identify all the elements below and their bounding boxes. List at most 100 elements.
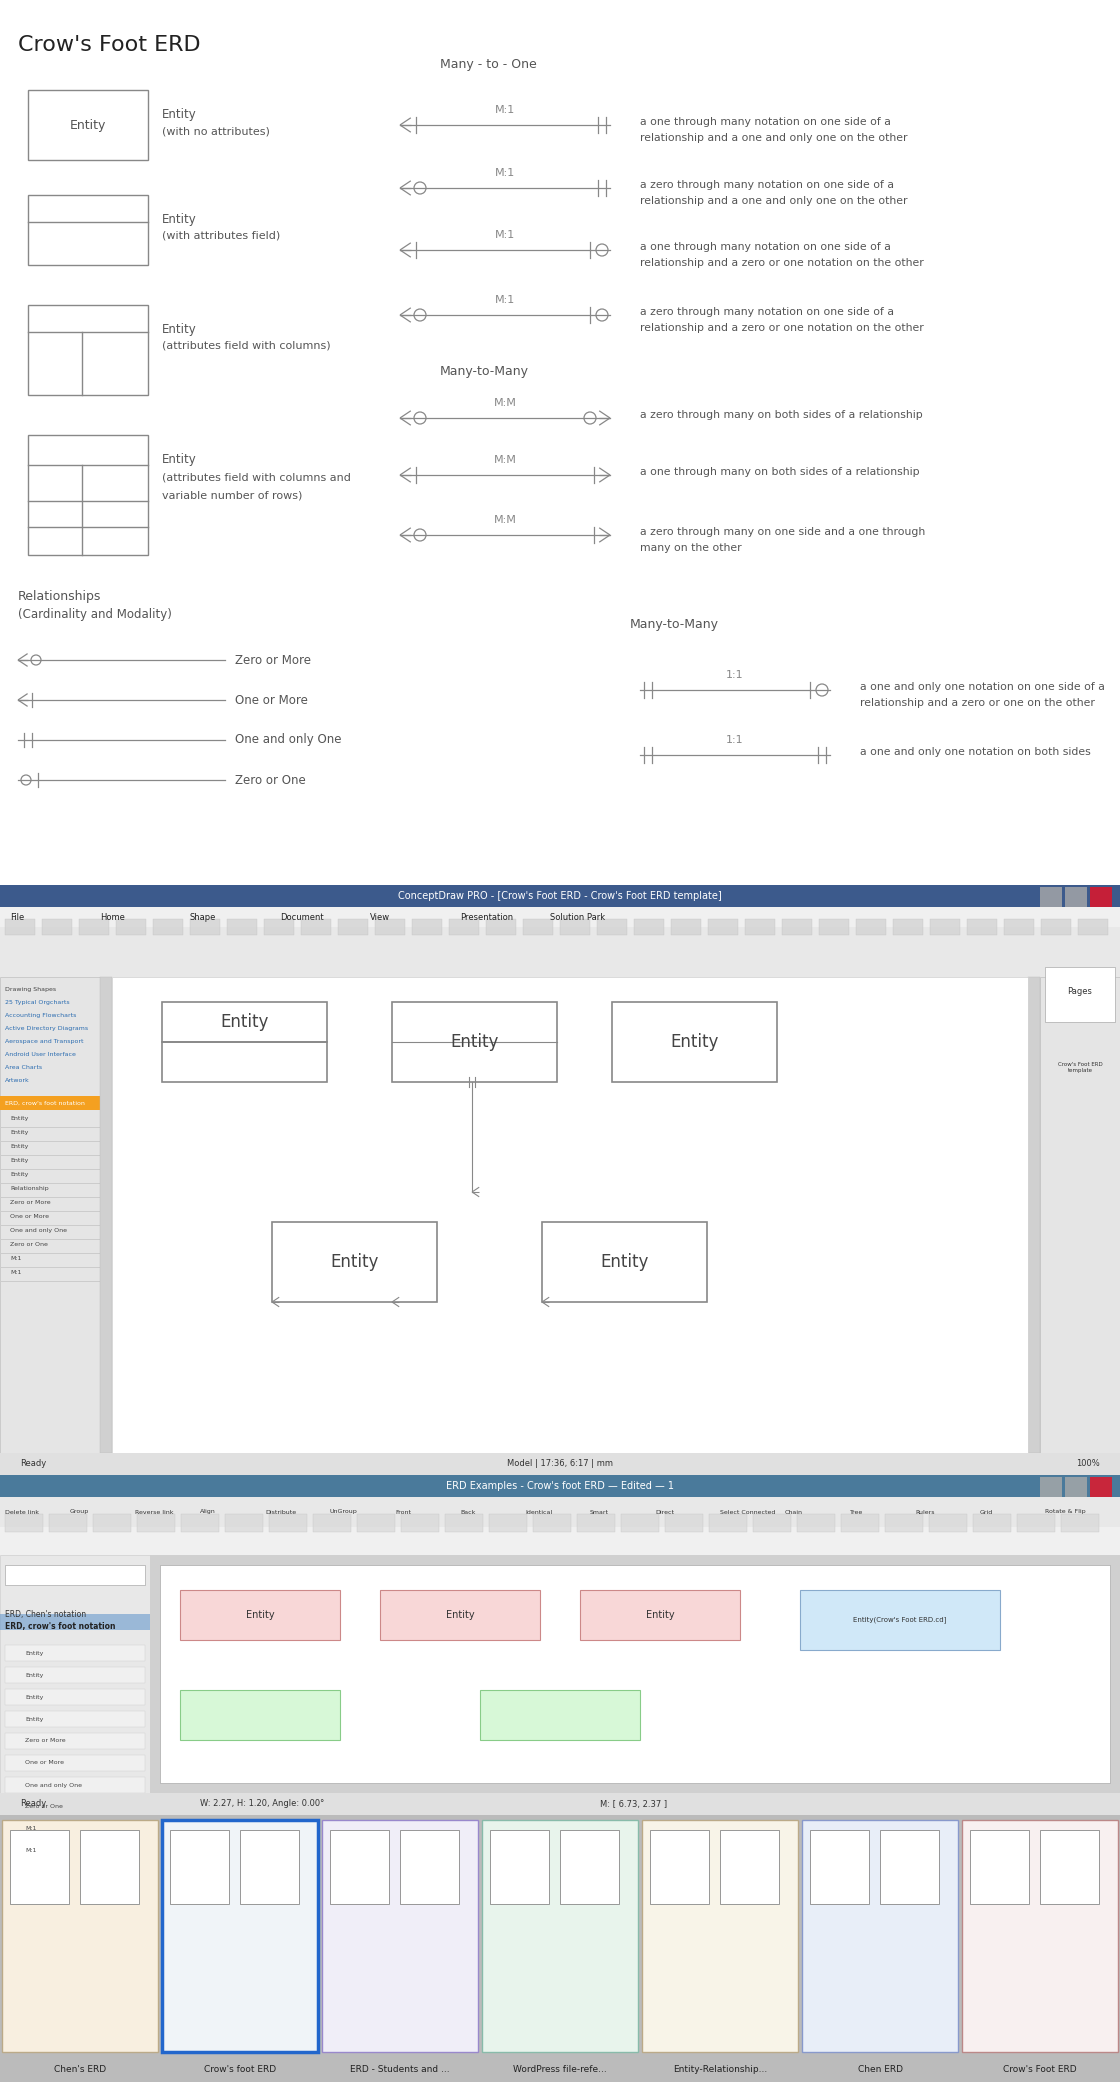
Text: Zero or More: Zero or More	[25, 1738, 66, 1743]
Bar	[0, 1816, 1120, 2082]
Bar	[4, 1668, 144, 1682]
Bar	[597, 918, 627, 935]
Text: Entity: Entity	[25, 1716, 44, 1722]
Text: relationship and a one and only one on the other: relationship and a one and only one on t…	[640, 133, 907, 144]
Text: M:M: M:M	[494, 456, 516, 464]
Text: Smart: Smart	[590, 1509, 609, 1514]
Bar	[401, 1514, 439, 1532]
Bar	[150, 1555, 1120, 1793]
Text: a zero through many on one side and a one through: a zero through many on one side and a on…	[640, 527, 925, 537]
Text: Entity: Entity	[670, 1033, 719, 1051]
Text: Relationships: Relationships	[18, 589, 102, 604]
Bar	[323, 1820, 478, 2053]
Bar	[227, 918, 256, 935]
Bar	[412, 918, 442, 935]
Text: ERD, crow's foot notation: ERD, crow's foot notation	[4, 1101, 85, 1106]
Bar	[1040, 1830, 1100, 1905]
Bar	[28, 304, 148, 396]
Text: Pages: Pages	[1067, 987, 1092, 995]
Text: M:1: M:1	[10, 1270, 21, 1274]
Text: (attributes field with columns and: (attributes field with columns and	[162, 473, 351, 483]
Text: (attributes field with columns): (attributes field with columns)	[162, 341, 330, 352]
Bar	[181, 1514, 220, 1532]
Text: Many - to - One: Many - to - One	[440, 58, 536, 71]
Text: Reverse link: Reverse link	[136, 1509, 174, 1514]
Text: One and only One: One and only One	[25, 1782, 82, 1788]
Text: One and only One: One and only One	[10, 1228, 67, 1233]
Bar	[841, 1514, 879, 1532]
Text: Tree: Tree	[850, 1509, 864, 1514]
Text: Zero or One: Zero or One	[10, 1243, 48, 1247]
Bar	[338, 918, 368, 935]
Text: a one through many notation on one side of a: a one through many notation on one side …	[640, 117, 890, 127]
Text: Ready: Ready	[20, 1459, 46, 1468]
Bar	[301, 918, 332, 935]
Bar	[0, 976, 100, 1453]
Bar	[800, 1591, 1000, 1651]
Bar	[190, 918, 220, 935]
Text: relationship and a zero or one on the other: relationship and a zero or one on the ot…	[860, 697, 1095, 708]
Bar	[1061, 1514, 1099, 1532]
Bar	[0, 1497, 1120, 1526]
Text: Chen's ERD: Chen's ERD	[54, 2065, 106, 2074]
Text: Zero or More: Zero or More	[10, 1199, 50, 1205]
Bar	[967, 918, 997, 935]
Bar	[160, 1566, 1110, 1782]
Bar	[560, 1830, 619, 1905]
Text: a one through many notation on one side of a: a one through many notation on one side …	[640, 242, 890, 252]
Bar	[449, 918, 479, 935]
Bar	[170, 1830, 230, 1905]
Text: Entity: Entity	[245, 1609, 274, 1620]
Bar	[4, 1843, 144, 1859]
Bar	[180, 1691, 340, 1741]
Text: Rotate & Flip: Rotate & Flip	[1045, 1509, 1085, 1514]
Bar	[264, 918, 293, 935]
Text: Distribute: Distribute	[265, 1509, 296, 1514]
Text: 25 Typical Orgcharts: 25 Typical Orgcharts	[4, 999, 69, 1006]
Bar	[1004, 918, 1034, 935]
Bar	[708, 918, 738, 935]
Bar	[269, 1514, 307, 1532]
Text: Entity: Entity	[25, 1695, 44, 1699]
Bar	[577, 1514, 615, 1532]
Bar	[1040, 976, 1120, 1453]
Text: Artwork: Artwork	[4, 1078, 30, 1083]
Text: Align: Align	[200, 1509, 216, 1514]
Bar	[0, 885, 1120, 908]
Text: ERD, crow's foot notation: ERD, crow's foot notation	[4, 1622, 115, 1630]
Bar	[162, 1041, 327, 1083]
Text: (Cardinality and Modality): (Cardinality and Modality)	[18, 608, 171, 620]
Text: Entity: Entity	[446, 1609, 474, 1620]
Bar	[819, 918, 849, 935]
Text: One or More: One or More	[25, 1761, 64, 1766]
Text: Entity: Entity	[162, 454, 197, 466]
Text: One and only One: One and only One	[235, 733, 342, 747]
Bar	[0, 1095, 100, 1110]
Bar	[0, 1453, 1120, 1474]
Bar	[4, 1778, 144, 1793]
Bar	[1090, 1476, 1112, 1497]
Text: Select Connected: Select Connected	[720, 1509, 775, 1514]
Text: Entity: Entity	[600, 1253, 648, 1270]
Text: WordPress file-refe...: WordPress file-refe...	[513, 2065, 607, 2074]
Text: Direct: Direct	[655, 1509, 674, 1514]
Text: Zero or More: Zero or More	[235, 654, 311, 666]
Bar	[153, 918, 183, 935]
Bar	[0, 1793, 1120, 1816]
Bar	[162, 1001, 327, 1041]
Bar	[180, 1591, 340, 1641]
Bar	[650, 1830, 709, 1905]
Bar	[1077, 918, 1108, 935]
Text: Chain: Chain	[785, 1509, 803, 1514]
Text: Relationship: Relationship	[10, 1187, 48, 1191]
Bar	[4, 1822, 144, 1836]
Text: M:1: M:1	[10, 1255, 21, 1262]
Bar	[480, 1691, 640, 1741]
Text: Entity: Entity	[10, 1116, 28, 1120]
Bar	[489, 1514, 528, 1532]
Bar	[810, 1830, 869, 1905]
Bar	[1090, 887, 1112, 908]
Text: Area Charts: Area Charts	[4, 1066, 43, 1070]
Bar	[797, 1514, 836, 1532]
Text: ERD - Students and ...: ERD - Students and ...	[351, 2065, 450, 2074]
